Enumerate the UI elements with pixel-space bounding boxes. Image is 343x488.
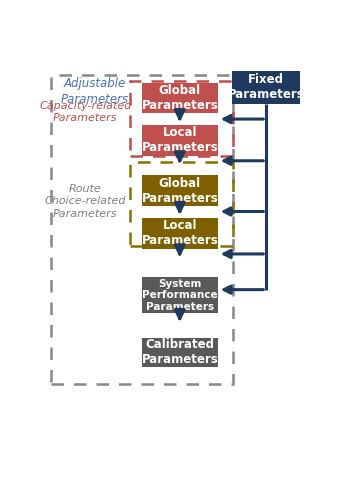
Text: Global
Parameters: Global Parameters [141,177,218,205]
Bar [130,81,233,156]
Text: System
Performance
Parameters: System Performance Parameters [142,279,217,312]
Bar [142,278,218,313]
Text: Global
Parameters: Global Parameters [141,84,218,112]
Text: Adjustable
Parameters: Adjustable Parameters [61,77,129,106]
Bar [142,82,218,113]
Text: Local
Parameters: Local Parameters [141,219,218,247]
Bar [142,175,218,206]
Bar [232,71,300,103]
Text: Local
Parameters: Local Parameters [141,126,218,154]
Text: Route
Choice-related
Parameters: Route Choice-related Parameters [45,184,126,219]
Bar [142,125,218,156]
Text: Fixed
Parameters: Fixed Parameters [228,73,305,101]
Bar [142,218,218,249]
Bar [130,162,233,246]
Bar [51,76,233,384]
Text: Capacity-related
Parameters: Capacity-related Parameters [39,101,132,123]
Bar [142,338,218,366]
Text: Calibrated
Parameters: Calibrated Parameters [141,338,218,366]
